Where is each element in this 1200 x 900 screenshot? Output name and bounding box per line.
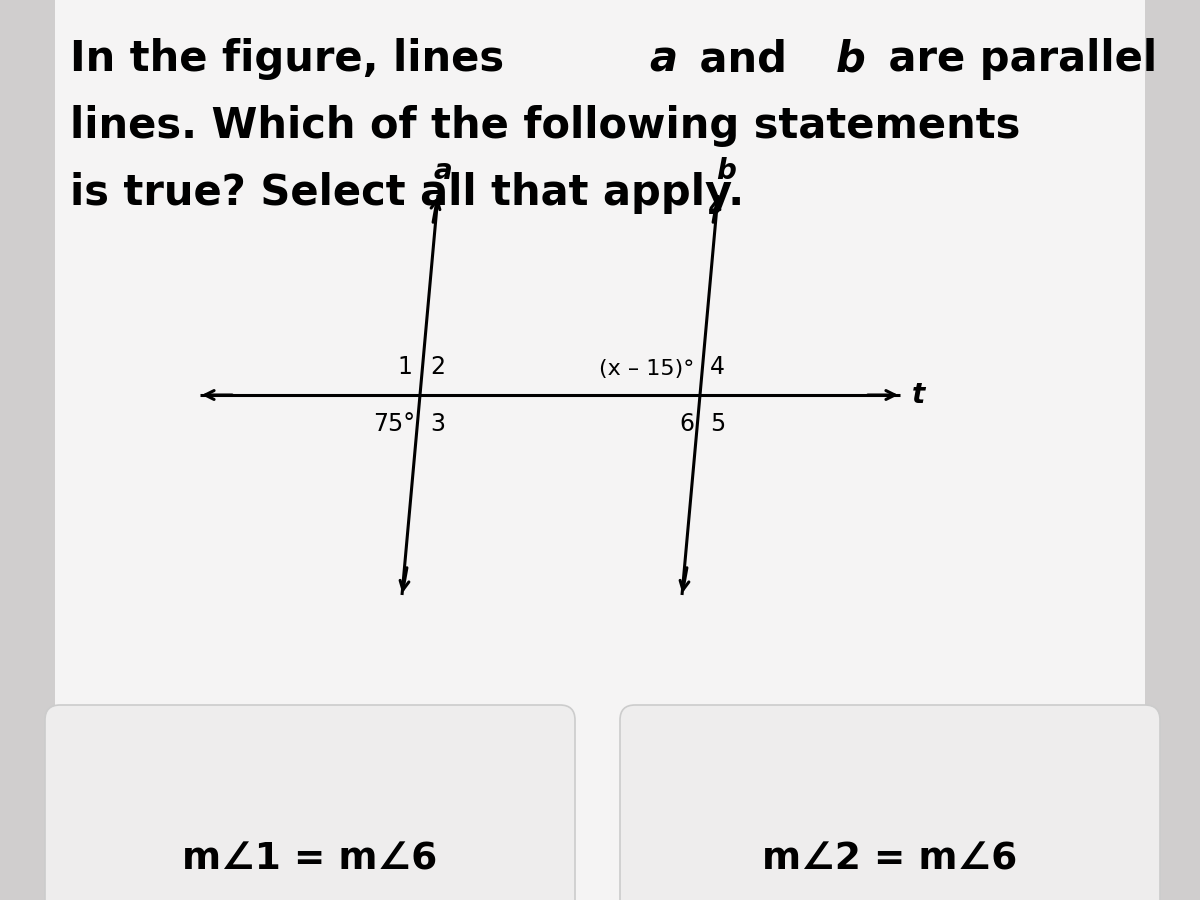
FancyBboxPatch shape [55,0,1145,900]
FancyBboxPatch shape [46,705,575,900]
Text: lines. Which of the following statements: lines. Which of the following statements [70,105,1020,147]
Text: 1: 1 [397,355,412,379]
FancyBboxPatch shape [620,705,1160,900]
Text: a: a [433,157,452,185]
Text: b: b [835,38,865,80]
Text: (x – 15)°: (x – 15)° [599,359,694,379]
Text: m∠1 = m∠6: m∠1 = m∠6 [182,842,438,878]
Text: b: b [716,157,736,185]
Text: 6: 6 [679,412,694,436]
Text: a: a [649,38,677,80]
Text: and: and [685,38,802,80]
Text: t: t [912,381,925,409]
Text: 3: 3 [430,412,445,436]
Text: 4: 4 [710,355,725,379]
Text: is true? Select all that apply.: is true? Select all that apply. [70,172,744,214]
Text: are parallel: are parallel [874,38,1157,80]
Text: 5: 5 [710,412,725,436]
Text: 2: 2 [430,355,445,379]
Text: m∠2 = m∠6: m∠2 = m∠6 [762,842,1018,878]
Text: 75°: 75° [373,412,415,436]
Text: In the figure, lines: In the figure, lines [70,38,518,80]
